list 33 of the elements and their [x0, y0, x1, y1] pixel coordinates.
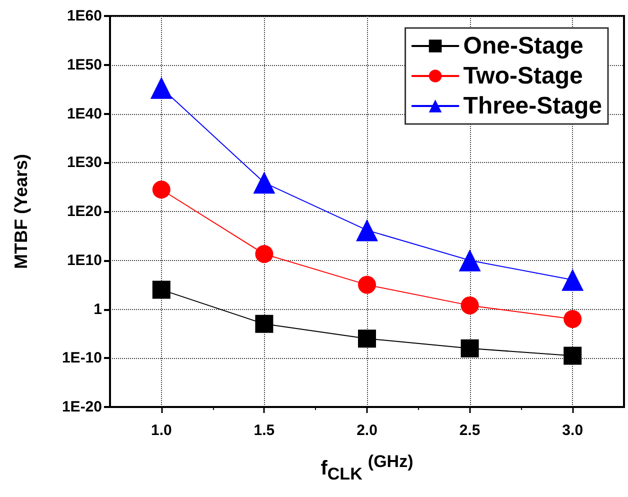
- point: [150, 76, 172, 99]
- x-tick-label: 1.0: [150, 422, 172, 439]
- y-tick-label: 1E-20: [62, 398, 102, 416]
- legend-label: One-Stage: [463, 32, 584, 60]
- point: [458, 249, 481, 272]
- y-tick-label: 1E20: [66, 203, 102, 220]
- y-tick-label: 1E40: [66, 105, 102, 122]
- point: [152, 180, 170, 199]
- y-tick-label: 1E-10: [62, 350, 102, 367]
- point: [358, 330, 376, 348]
- point: [152, 280, 170, 299]
- y-axis-title: MTBF (Years): [11, 154, 31, 270]
- y-tick-label: 1E10: [66, 252, 102, 269]
- point: [460, 296, 479, 314]
- y-tick-label: 1E60: [66, 8, 102, 24]
- x-tick-label: 2.0: [356, 422, 378, 439]
- x-tick-label: 2.5: [459, 422, 480, 439]
- point: [255, 245, 274, 264]
- point: [358, 276, 376, 294]
- x-tick-label: 3.0: [562, 422, 584, 439]
- point: [562, 268, 584, 291]
- point: [460, 339, 479, 358]
- point: [564, 346, 582, 365]
- y-tick-label: 1E30: [66, 154, 102, 172]
- point: [356, 219, 378, 242]
- point: [253, 172, 276, 194]
- point: [255, 314, 274, 333]
- x-tick-label: 1.5: [254, 422, 275, 439]
- legend-label: Two-Stage: [463, 62, 583, 90]
- y-tick-label: 1: [94, 300, 102, 318]
- y-tick-label: 1E50: [66, 56, 102, 74]
- point: [564, 310, 582, 328]
- legend-label: Three-Stage: [463, 92, 602, 120]
